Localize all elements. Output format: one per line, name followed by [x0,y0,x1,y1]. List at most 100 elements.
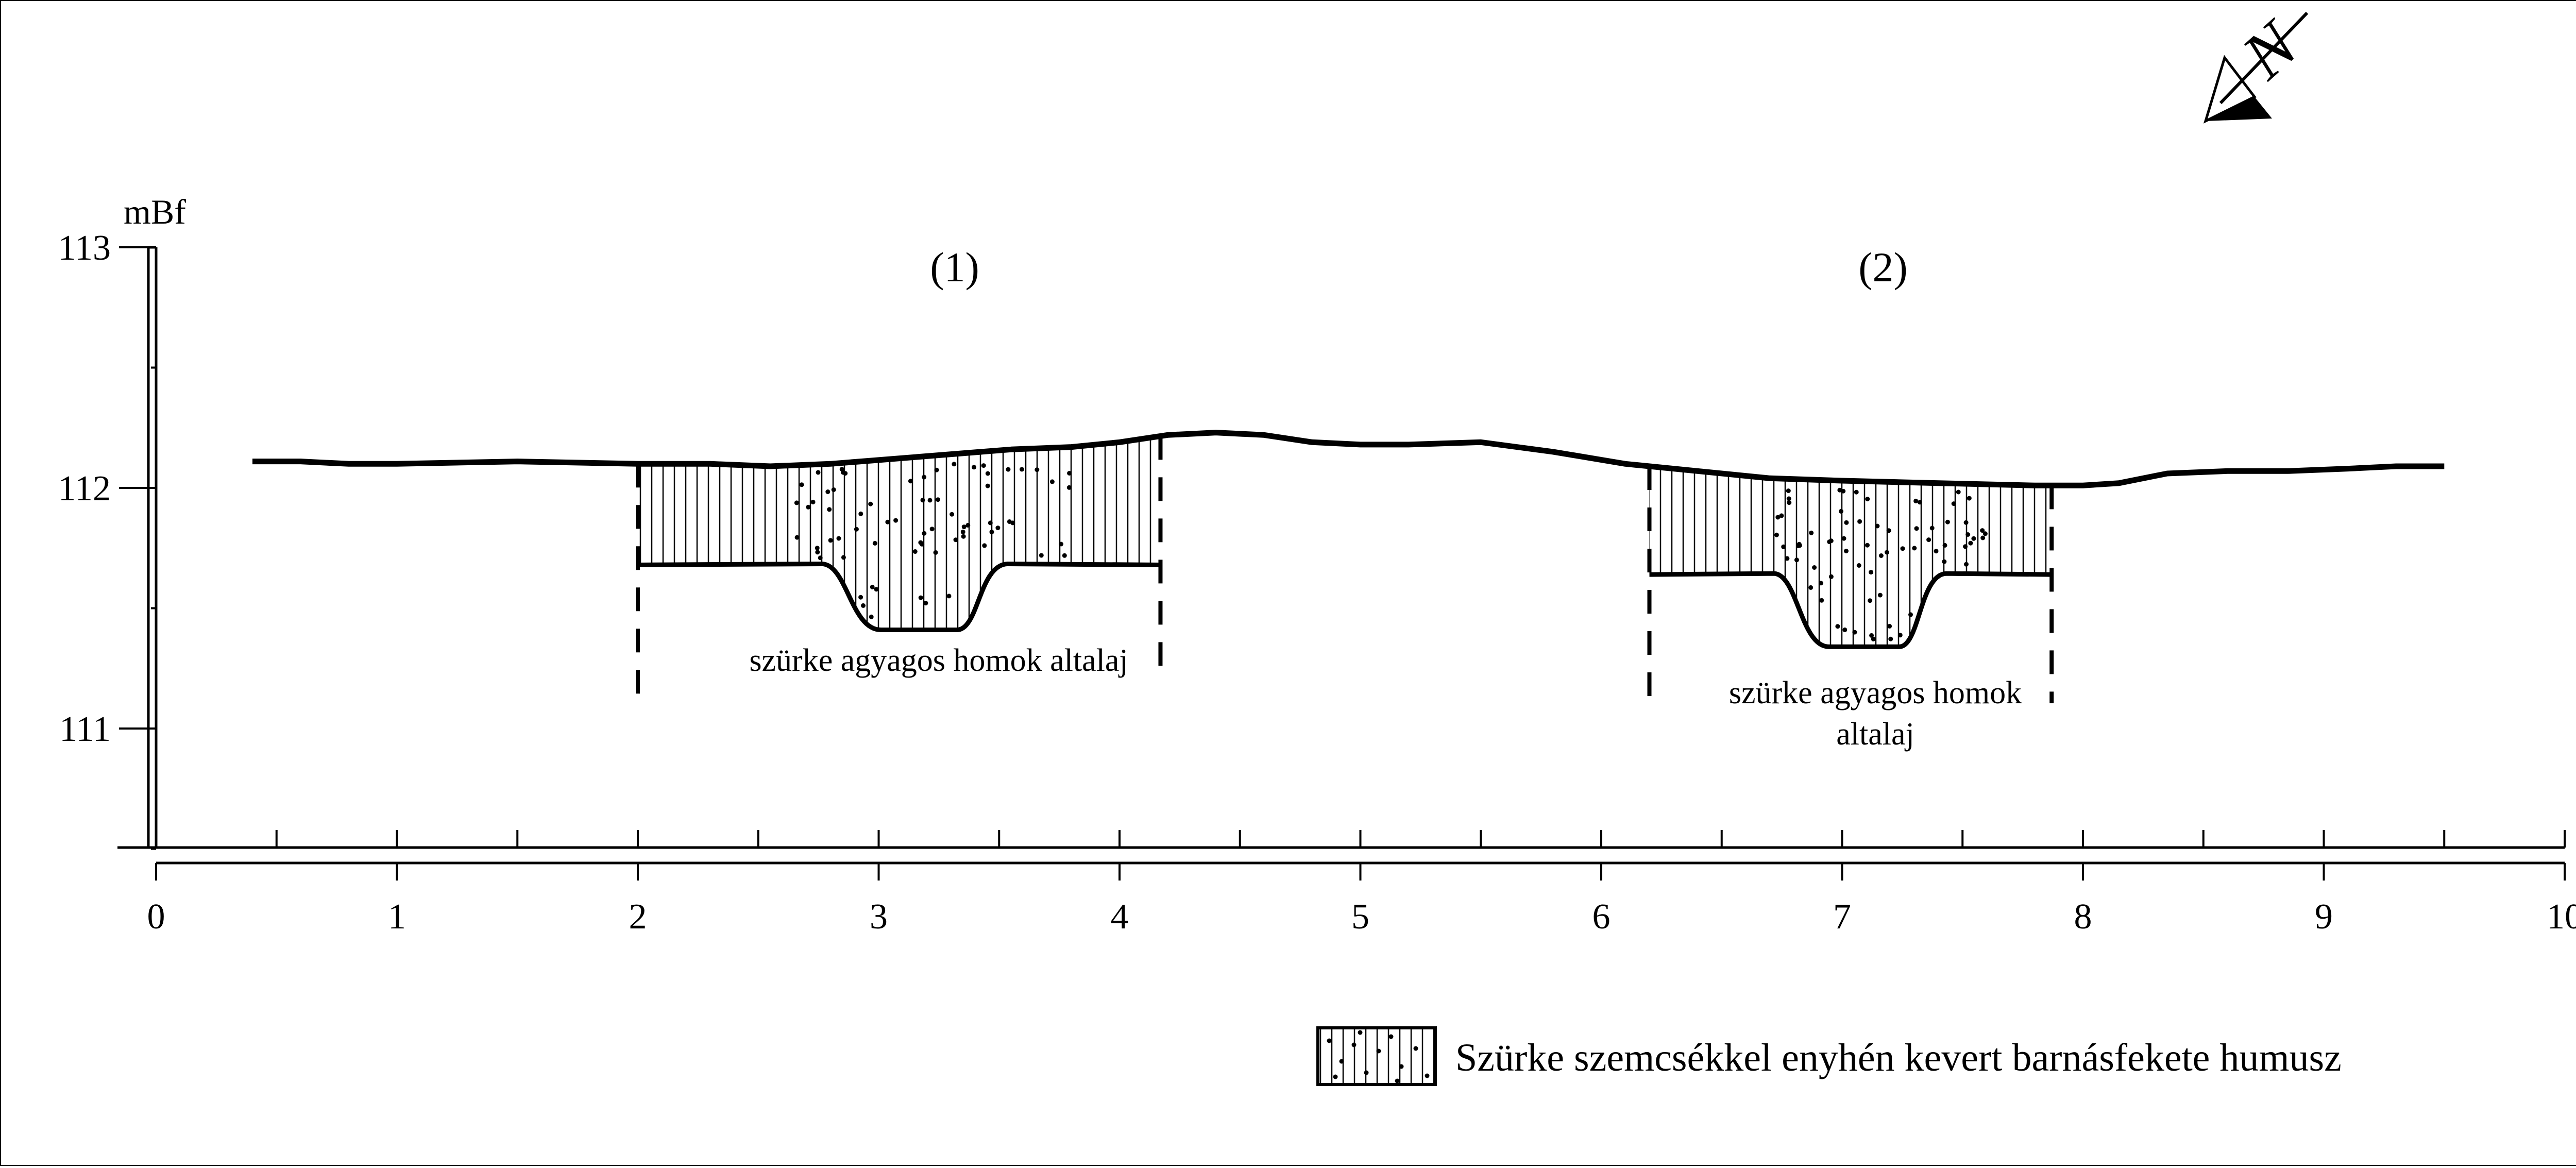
feature-dot [982,543,987,548]
legend-swatch [1316,1026,1437,1086]
feature-dot [1956,489,1961,495]
feature-dot [1787,500,1792,505]
feature-dot [1926,537,1931,543]
feature-dot [1841,536,1846,541]
feature-dot [831,487,836,492]
feature-dot [1774,532,1779,537]
feature-dot [858,595,863,600]
feature-dot [806,504,811,510]
feature-dot [1897,633,1903,638]
feature-dot [1839,509,1843,514]
legend-dot [1327,1038,1332,1043]
feature-dot [918,540,923,545]
x-tick-label: 1 [388,897,406,937]
feature-dot [933,550,938,555]
feature-dot [1917,500,1922,505]
feature-dot [836,536,841,541]
y-tick-label: 113 [58,228,111,268]
feature-dot [1786,496,1791,501]
feature-dot [985,471,990,476]
feature-dot [1869,633,1874,638]
x-tick-label: 8 [2074,897,2092,937]
feature-dot [922,531,927,536]
feature-dot [1837,487,1842,493]
feature-dot [799,482,804,487]
feature-dot [961,524,967,530]
feature-dot [1808,585,1814,590]
feature-dot [1963,544,1968,549]
feature-dot [1914,526,1919,531]
feature-dot [1877,593,1883,598]
feature-dot [816,470,821,475]
feature-dot [828,538,833,543]
feature-dot [1797,541,1802,547]
feature-dot [912,549,918,554]
feature-dot [961,534,966,539]
feature-dot [1828,574,1834,579]
feature-infill-2 [1649,466,2052,647]
feature-dot [1968,540,1973,546]
feature-dot [923,601,928,606]
feature-label-2: (2) [1858,244,1908,291]
y-tick-label: 112 [58,469,111,509]
legend-swatch-dots [1327,1030,1430,1084]
feature-dot [960,529,965,534]
feature-dot [1934,549,1939,554]
feature-dot [1912,546,1917,551]
x-tick-label: 6 [1592,897,1611,937]
feature-dot [1775,515,1781,520]
feature-dot [995,526,1001,531]
feature-dot [1818,581,1823,586]
feature-dot [1964,562,1969,567]
feature-dots-2 [1774,487,1988,641]
feature-dot [869,614,874,619]
feature-dot [841,555,846,560]
feature-dot [1059,541,1063,547]
feature-dot [1794,557,1799,563]
feature-dot [794,535,800,540]
x-tick-label: 2 [629,897,647,937]
feature-dot [868,501,873,506]
feature-dot [1852,630,1857,635]
feature-dot [985,483,990,488]
feature-dot [1812,565,1817,570]
feature-dot [953,537,958,543]
feature-dot [1066,485,1072,490]
feature-dot [810,499,816,504]
feature-dot [870,584,875,589]
legend-dot [1358,1030,1363,1035]
feature-label-1: (1) [930,244,979,291]
feature-dot [1007,519,1012,524]
feature-dot [1819,598,1824,603]
feature-dot [872,540,877,546]
feature-dots-1 [794,462,1072,619]
feature-dot [1854,489,1859,495]
x-tick-label: 4 [1111,897,1129,937]
feature-dot [1869,570,1874,575]
feature-dot [885,519,890,524]
feature-dot [989,530,994,535]
legend-dot [1425,1073,1430,1078]
feature-dot [1942,559,1947,564]
feature-dot [1868,598,1873,603]
subsoil-label-2-line-2: altalaj [1836,717,1914,752]
x-tick-label: 3 [870,897,888,937]
feature-dot [1828,538,1834,544]
feature-dot [874,587,879,592]
legend-dot [1399,1064,1404,1069]
feature-dot [1885,550,1889,555]
feature-dot [1951,501,1956,506]
feature-dot [861,603,866,608]
y-tick-label: 111 [59,709,111,749]
feature-dot [1971,536,1976,541]
archaeological-features [636,436,2054,703]
feature-bottom-line-1 [637,561,1161,633]
feature-dot [1809,530,1814,535]
feature-dot [1865,497,1870,502]
feature-dot [1929,526,1935,531]
feature-dot [920,498,925,503]
feature-dot [929,527,935,532]
feature-dot [1871,636,1876,641]
legend-dot [1364,1070,1369,1075]
